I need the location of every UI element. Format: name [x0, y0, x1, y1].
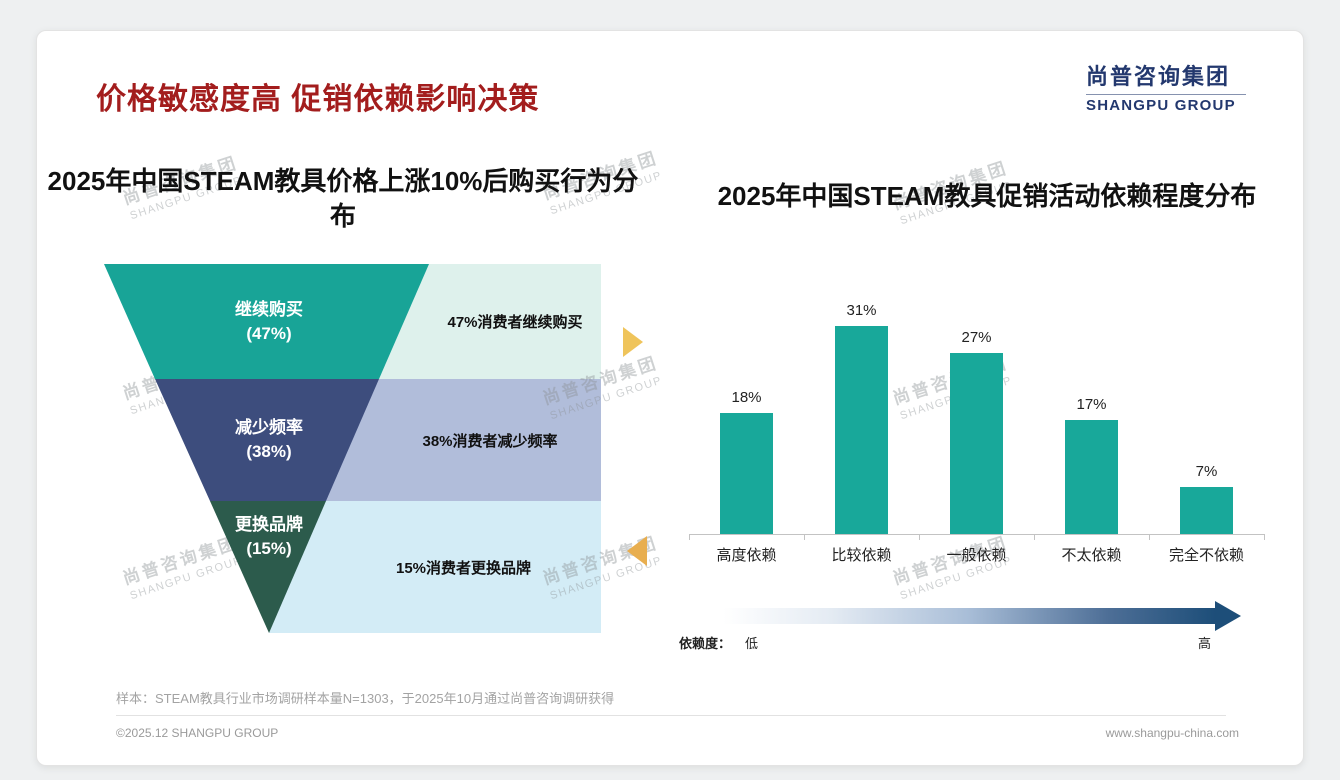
funnel-annotation-text: 15%消费者更换品牌 [395, 559, 532, 577]
company-logo: 尚普咨询集团 SHANGPU GROUP [1086, 59, 1246, 114]
bar-group-5: 7% [1149, 463, 1264, 534]
bar-chart-title: 2025年中国STEAM教具促销活动依赖程度分布 [717, 181, 1257, 211]
website-url: www.shangpu-china.com [1105, 726, 1239, 740]
dependency-high-label: 高 [1198, 636, 1212, 651]
sample-note: 样本：STEAM教具行业市场调研样本量N=1303，于2025年10月通过尚普咨… [116, 691, 615, 706]
bar-group-2: 31% [804, 302, 919, 534]
bar-chart: 18% 31% 27% 17% 7% [689, 291, 1264, 534]
bar-value-label: 7% [1195, 463, 1218, 480]
category-label: 一般依赖 [946, 547, 1007, 564]
funnel-annotation-text: 47%消费者继续购买 [447, 314, 583, 331]
dependency-gradient-bar [723, 608, 1215, 624]
funnel-stage-pct: (38%) [246, 442, 292, 461]
logo-divider [1086, 94, 1246, 95]
bar-group-3: 27% [919, 329, 1034, 534]
axis-tick [689, 534, 690, 540]
category-axis: 高度依赖 比较依赖 一般依赖 不太依赖 完全不依赖 [689, 544, 1264, 565]
logo-text-en: SHANGPU GROUP [1086, 97, 1236, 114]
category-label: 比较依赖 [831, 547, 892, 564]
bar-value-label: 27% [961, 329, 992, 346]
slide-card: 尚普咨询集团 SHANGPU GROUP 尚普咨询集团 SHANGPU GROUP … [36, 30, 1304, 766]
axis-tick [1034, 534, 1035, 540]
axis-tick [919, 534, 920, 540]
bar-value-label: 31% [846, 302, 877, 319]
funnel-stage-label: 更换品牌 [235, 515, 303, 534]
bar-group-1: 18% [689, 389, 804, 534]
axis-tick [1264, 534, 1265, 540]
dependency-low-label: 低 [745, 636, 759, 651]
bar [1065, 420, 1118, 534]
bar [835, 326, 888, 534]
funnel-annotation-text: 38%消费者减少频率 [422, 432, 558, 450]
arrow-left-icon [627, 536, 647, 566]
bar-value-label: 18% [731, 389, 762, 406]
page-title: 价格敏感度高 促销依赖影响决策 [96, 83, 540, 116]
copyright-text: ©2025.12 SHANGPU GROUP [116, 726, 279, 740]
funnel-chart: 47%消费者继续购买 38%消费者减少频率 15%消费者更换品牌 继续购买 (4… [104, 264, 604, 634]
logo-text-cn: 尚普咨询集团 [1086, 64, 1231, 89]
funnel-stage-pct: (15%) [246, 539, 292, 558]
funnel-stage-1: 继续购买 (47%) [104, 264, 429, 379]
axis-baseline [689, 534, 1265, 535]
category-label: 不太依赖 [1061, 547, 1122, 564]
funnel-stage-pct: (47%) [246, 323, 292, 343]
bar [1180, 487, 1233, 534]
funnel-annotation-3: 15%消费者更换品牌 [269, 501, 601, 633]
category-label: 完全不依赖 [1168, 547, 1244, 564]
bar [720, 413, 773, 534]
arrow-right-icon [623, 327, 643, 357]
bar-value-label: 17% [1076, 396, 1107, 413]
dependency-arrowhead-icon [1215, 601, 1241, 631]
funnel-annotation-2: 38%消费者减少频率 [326, 379, 601, 501]
dependency-axis-label: 依赖度： [679, 636, 732, 651]
footer-divider [116, 715, 1226, 716]
axis-tick [1149, 534, 1150, 540]
axis-tick [804, 534, 805, 540]
funnel-chart-title: 2025年中国STEAM教具价格上涨10%后购买行为分布 [47, 166, 639, 231]
funnel-stage-label: 继续购买 [235, 299, 303, 319]
funnel-stage-label: 减少频率 [235, 418, 303, 437]
bar-group-4: 17% [1034, 396, 1149, 534]
bar [950, 353, 1003, 534]
category-label: 高度依赖 [716, 547, 777, 564]
